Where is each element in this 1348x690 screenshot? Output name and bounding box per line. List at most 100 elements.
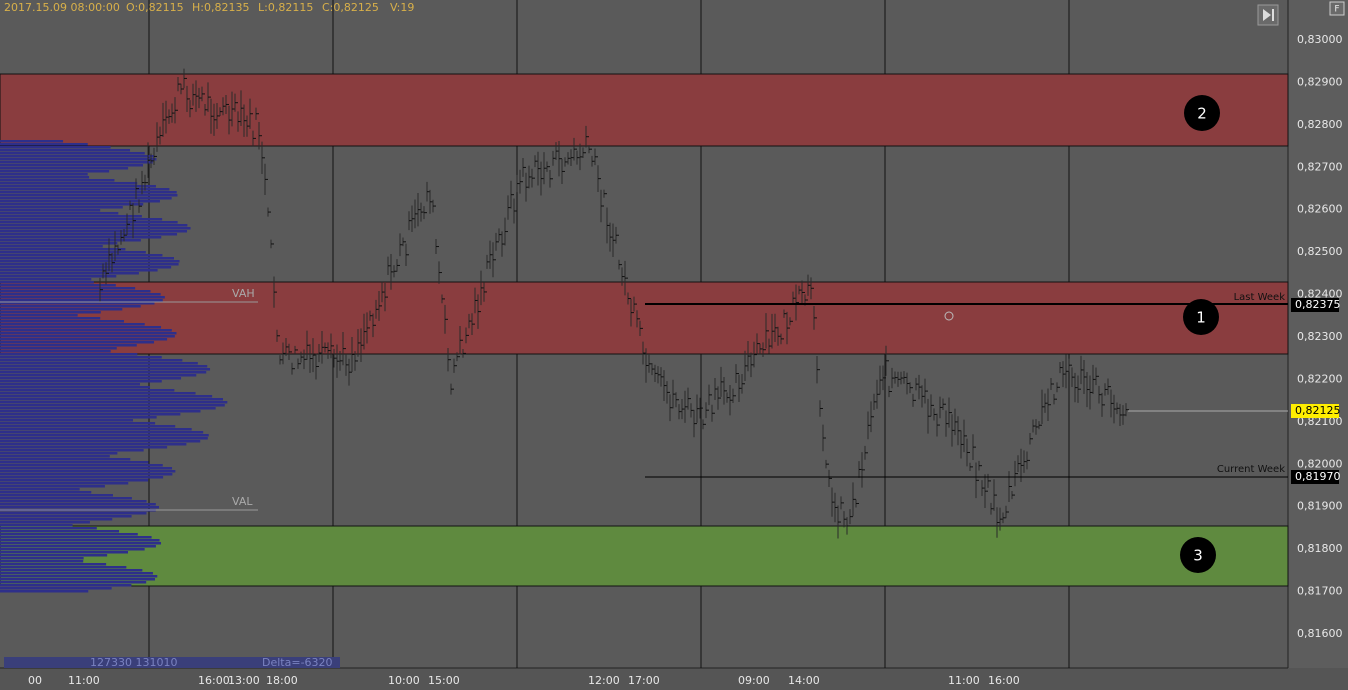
profile-bar [0, 164, 143, 167]
price-marker-label: 0,82125 [1295, 404, 1341, 417]
zone-2 [0, 73, 1289, 147]
profile-bar [0, 500, 147, 503]
vah-label: VAH [232, 287, 255, 300]
profile-bar [0, 218, 163, 221]
profile-bar [0, 317, 101, 320]
profile-bar [0, 446, 168, 449]
profile-bar [0, 428, 192, 431]
profile-bar [0, 296, 165, 299]
profile-bar [0, 338, 168, 341]
profile-bar [0, 323, 145, 326]
profile-bar [0, 326, 162, 329]
profile-bar [0, 266, 172, 269]
profile-bar [0, 269, 158, 272]
profile-bar [0, 185, 156, 188]
time-label: 16:00 [988, 674, 1020, 687]
profile-bar [0, 590, 89, 593]
profile-bar [0, 305, 141, 308]
zone-number: 1 [1196, 309, 1206, 327]
profile-bar [0, 194, 178, 197]
profile-bar [0, 434, 209, 437]
profile-bar [0, 278, 92, 281]
profile-bar [0, 224, 188, 227]
profile-bar [0, 302, 155, 305]
profile-bar [0, 335, 175, 338]
time-label: 09:00 [738, 674, 770, 687]
zone-badges: 2 1 3 [1180, 95, 1220, 573]
profile-bar [0, 422, 156, 425]
profile-bar [0, 410, 201, 413]
profile-bar [0, 440, 201, 443]
profile-bar [0, 146, 111, 149]
time-label: 10:00 [388, 674, 420, 687]
profile-bar [0, 221, 178, 224]
profile-bar [0, 578, 156, 581]
time-label: 16:00 [198, 674, 230, 687]
profile-bar [0, 497, 132, 500]
time-label: 14:00 [788, 674, 820, 687]
header: 2017.15.09 08:00:00 O:0,82115 H:0,82135 … [4, 1, 414, 14]
price-label: 0,82300 [1297, 330, 1343, 343]
profile-bar [0, 188, 170, 191]
profile-bar [0, 386, 151, 389]
profile-bar [0, 149, 131, 152]
profile-bar [0, 350, 111, 353]
price-label: 0,82600 [1297, 203, 1343, 216]
profile-bar [0, 293, 161, 296]
zone-number: 2 [1197, 105, 1207, 123]
header-low: L:0,82115 [258, 1, 313, 14]
price-label: 0,82400 [1297, 288, 1343, 301]
profile-bar [0, 329, 172, 332]
profile-bar [0, 527, 97, 530]
zone-badge [1183, 299, 1219, 335]
profile-bar [0, 470, 176, 473]
price-label: 0,82100 [1297, 415, 1343, 428]
profile-bar [0, 554, 108, 557]
profile-bar [0, 260, 180, 263]
profile-bar [0, 143, 88, 146]
price-marker [1291, 298, 1339, 312]
profile-bar [0, 239, 141, 242]
profile-bar [0, 548, 145, 551]
profile-bar [0, 389, 175, 392]
profile-bar [0, 560, 84, 563]
profile-bar [0, 464, 163, 467]
profile-bar [0, 275, 117, 278]
profile-bar [0, 503, 156, 506]
profile-bar [0, 263, 179, 266]
profile-bar [0, 530, 120, 533]
profile-bar [0, 272, 139, 275]
profile-bar [0, 452, 118, 455]
profile-bar [0, 374, 197, 377]
price-label: 0,82900 [1297, 75, 1343, 88]
profile-bar [0, 233, 178, 236]
price-marker [1291, 470, 1339, 484]
corner-button[interactable] [1329, 1, 1345, 16]
profile-bar [0, 437, 208, 440]
profile-bar [0, 383, 140, 386]
profile-bar [0, 311, 101, 314]
profile-bar [0, 407, 216, 410]
time-label: 11:00 [948, 674, 980, 687]
profile-bar [0, 506, 160, 509]
marker [944, 311, 954, 321]
profile-bar [0, 380, 162, 383]
price-label: 0,82700 [1297, 160, 1343, 173]
profile-bar [0, 332, 177, 335]
header-high: H:0,82135 [192, 1, 249, 14]
profile-bar [0, 431, 204, 434]
profile-bar [0, 467, 173, 470]
profile-bar [0, 572, 153, 575]
profile-bar [0, 308, 123, 311]
profile-bar [0, 368, 211, 371]
profile-bar [0, 140, 64, 143]
header-volume: V:19 [390, 1, 414, 14]
price-axis-panel [1288, 0, 1348, 690]
header-date: 2017.15.09 08:00:00 [4, 1, 120, 14]
profile-bar [0, 401, 228, 404]
profile-bar [0, 353, 138, 356]
price-label: 0,81900 [1297, 500, 1343, 513]
profile-bar [0, 584, 132, 587]
time-axis-panel [0, 668, 1348, 690]
